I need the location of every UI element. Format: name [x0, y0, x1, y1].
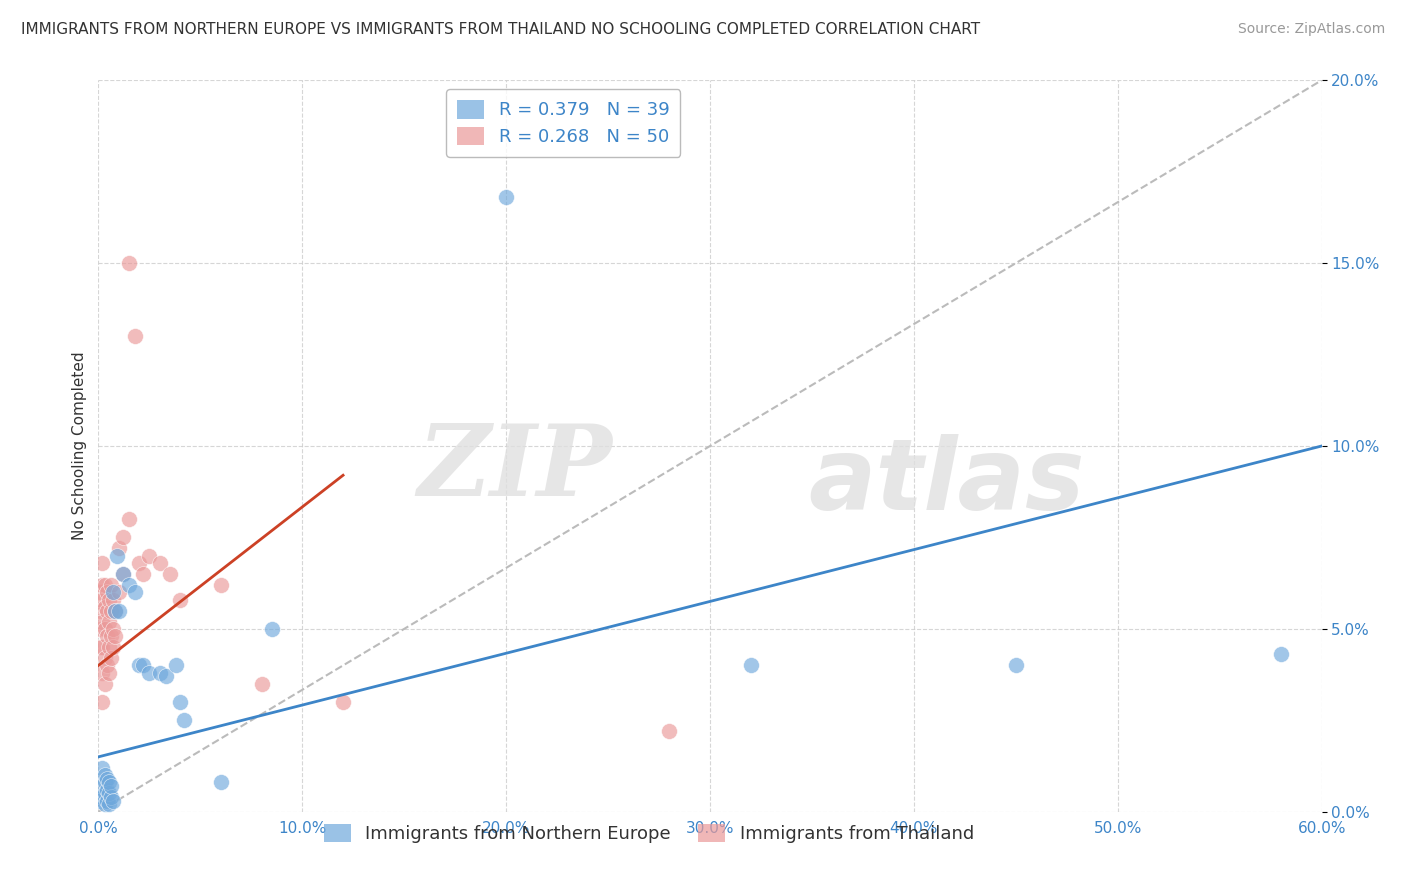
Point: [93, 787, 115, 801]
Point: [740, 658, 762, 673]
Point: [495, 190, 517, 204]
Point: [91, 615, 114, 629]
Point: [91, 761, 114, 775]
Point: [100, 651, 122, 665]
Point: [1270, 648, 1292, 662]
Point: [91, 592, 114, 607]
Text: atlas: atlas: [808, 434, 1084, 531]
Point: [93, 622, 115, 636]
Point: [93, 651, 115, 665]
Point: [89, 622, 111, 636]
Point: [155, 669, 177, 683]
Point: [91, 556, 114, 570]
Point: [1004, 658, 1026, 673]
Point: [250, 676, 273, 690]
Point: [104, 629, 127, 643]
Point: [111, 567, 134, 582]
Point: [91, 790, 114, 805]
Point: [159, 567, 181, 582]
Point: [101, 592, 124, 607]
Point: [101, 794, 124, 808]
Point: [132, 567, 155, 582]
Point: [93, 599, 115, 614]
Point: [128, 556, 150, 570]
Point: [93, 578, 115, 592]
Point: [124, 585, 146, 599]
Point: [91, 665, 114, 680]
Point: [96, 772, 118, 786]
Point: [93, 797, 115, 812]
Point: [93, 676, 115, 690]
Point: [108, 541, 131, 556]
Text: IMMIGRANTS FROM NORTHERN EUROPE VS IMMIGRANTS FROM THAILAND NO SCHOOLING COMPLET: IMMIGRANTS FROM NORTHERN EUROPE VS IMMIG…: [21, 22, 980, 37]
Point: [118, 256, 141, 270]
Point: [96, 782, 118, 797]
Text: Source: ZipAtlas.com: Source: ZipAtlas.com: [1237, 22, 1385, 37]
Point: [96, 585, 118, 599]
Point: [138, 665, 160, 680]
Point: [104, 603, 127, 617]
Point: [111, 567, 134, 582]
Point: [332, 695, 354, 709]
Point: [93, 775, 115, 789]
Point: [111, 530, 134, 544]
Point: [89, 640, 111, 655]
Point: [173, 714, 195, 728]
Point: [100, 603, 122, 617]
Point: [91, 695, 114, 709]
Point: [89, 585, 111, 599]
Point: [91, 640, 114, 655]
Point: [97, 615, 120, 629]
Point: [118, 512, 141, 526]
Point: [97, 797, 120, 812]
Point: [108, 585, 131, 599]
Point: [96, 629, 118, 643]
Point: [100, 779, 122, 793]
Point: [91, 779, 114, 793]
Point: [124, 329, 146, 343]
Point: [100, 629, 122, 643]
Point: [165, 658, 187, 673]
Point: [658, 724, 681, 739]
Point: [209, 775, 232, 789]
Point: [97, 787, 120, 801]
Point: [108, 603, 131, 617]
Point: [149, 556, 172, 570]
Point: [105, 549, 128, 563]
Point: [97, 592, 120, 607]
Point: [169, 695, 191, 709]
Point: [104, 603, 127, 617]
Point: [118, 578, 141, 592]
Point: [260, 622, 283, 636]
Point: [209, 578, 232, 592]
Point: [132, 658, 155, 673]
Point: [101, 585, 124, 599]
Point: [128, 658, 150, 673]
Point: [97, 665, 120, 680]
Point: [89, 794, 111, 808]
Point: [101, 640, 124, 655]
Point: [89, 603, 111, 617]
Point: [100, 790, 122, 805]
Point: [169, 592, 191, 607]
Point: [101, 622, 124, 636]
Point: [97, 775, 120, 789]
Y-axis label: No Schooling Completed: No Schooling Completed: [72, 351, 87, 541]
Point: [100, 578, 122, 592]
Legend: Immigrants from Northern Europe, Immigrants from Thailand: Immigrants from Northern Europe, Immigra…: [316, 816, 981, 850]
Text: ZIP: ZIP: [418, 420, 612, 516]
Point: [149, 665, 172, 680]
Point: [91, 578, 114, 592]
Point: [97, 640, 120, 655]
Point: [96, 658, 118, 673]
Point: [96, 794, 118, 808]
Point: [138, 549, 160, 563]
Point: [96, 603, 118, 617]
Point: [93, 768, 115, 782]
